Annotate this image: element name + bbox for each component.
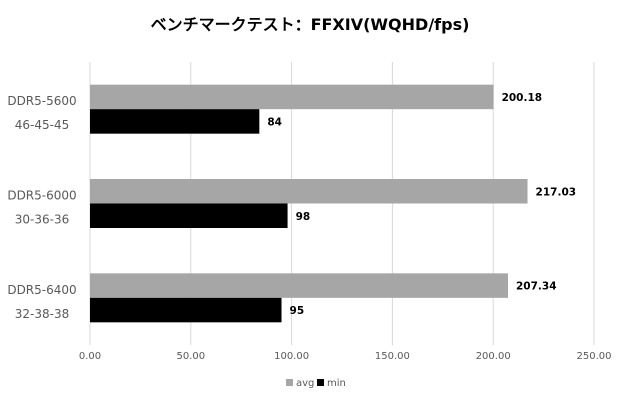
data-label-avg: 200.18: [502, 92, 543, 104]
x-tick-label: 0.00: [79, 351, 101, 362]
x-tick-label: 150.00: [375, 351, 410, 362]
category-label: DDR5-5600: [7, 94, 76, 108]
data-label-min: 84: [267, 116, 282, 128]
data-label-avg: 207.34: [516, 281, 557, 293]
data-label-min: 95: [290, 305, 305, 317]
x-tick-label: 50.00: [176, 351, 205, 362]
bar-min: [90, 297, 282, 323]
data-label-min: 98: [296, 211, 311, 223]
category-label: 46-45-45: [15, 118, 69, 132]
chart-title: ベンチマークテスト：FFXIV(WQHD/fps): [151, 15, 470, 34]
x-tick-label: 250.00: [577, 351, 612, 362]
bar-min: [90, 203, 288, 228]
category-label: DDR5-6400: [7, 283, 76, 297]
legend-label-min: min: [327, 378, 346, 389]
x-tick-label: 100.00: [274, 351, 309, 362]
legend-swatch-min: [317, 379, 324, 386]
category-label: DDR5-6000: [7, 189, 76, 203]
data-label-avg: 217.03: [536, 186, 577, 198]
category-label: 32-38-38: [15, 307, 69, 321]
category-label: 30-36-36: [15, 213, 69, 227]
bar-min: [90, 109, 260, 134]
x-tick-label: 200.00: [476, 351, 511, 362]
legend-swatch-avg: [286, 379, 293, 386]
bar-avg: [90, 84, 494, 110]
legend-label-avg: avg: [296, 378, 314, 389]
bar-avg: [90, 179, 528, 204]
bar-avg: [90, 273, 508, 298]
